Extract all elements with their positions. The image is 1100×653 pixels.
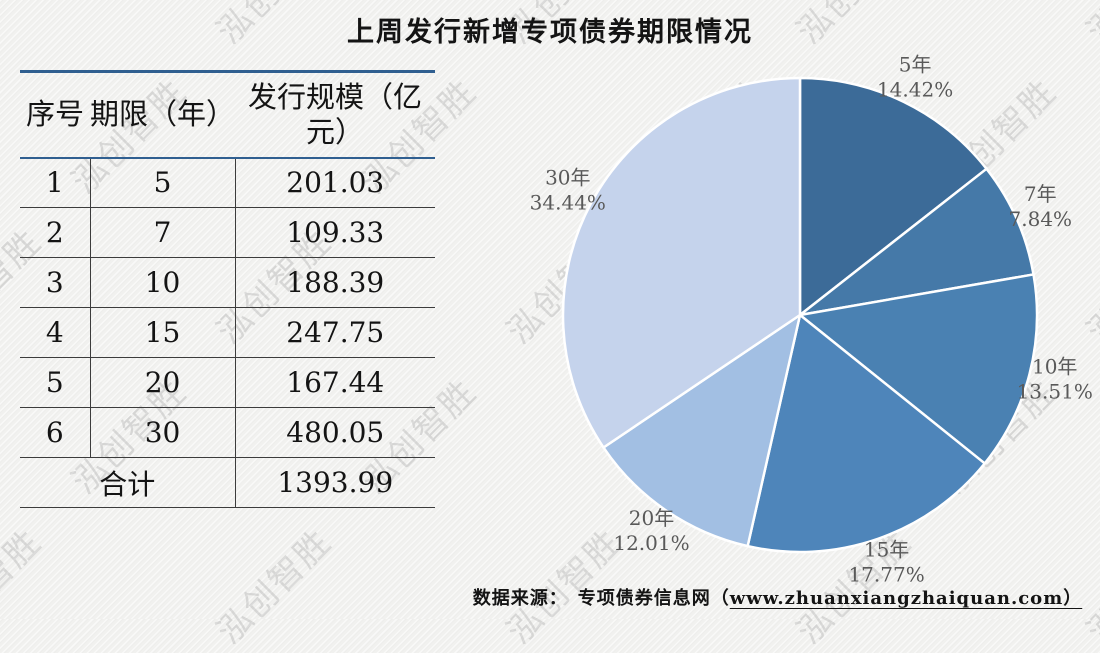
table-cell: 3	[20, 257, 91, 308]
table-row: 4 15 247.75	[20, 307, 436, 358]
pie-label-15年: 15年 17.77%	[848, 537, 924, 586]
watermark: 泓创智胜	[0, 521, 50, 653]
data-source-url[interactable]: www.zhuanxiangzhaiquan.com）	[729, 588, 1083, 609]
watermark: 泓创智胜	[209, 521, 340, 653]
table-cell: 2	[20, 207, 91, 258]
table-cell: 167.44	[234, 357, 436, 408]
pie-slice-10年	[798, 273, 1039, 465]
table-cell: 4	[20, 307, 91, 358]
table-row: 3 10 188.39	[20, 257, 436, 308]
table-cell: 30	[89, 407, 236, 458]
table-total-row: 合计 1393.99	[20, 457, 436, 508]
pie-slice-7年	[798, 167, 1035, 317]
pie-label-7年: 7年 7.84%	[1009, 182, 1073, 231]
table-cell: 247.75	[234, 307, 436, 358]
terms-table: 序号 期限（年） 发行规模（亿元） 1 5 201.03 2 7 109.33 3 10 188.3…	[20, 70, 436, 508]
table-cell: 480.05	[234, 407, 436, 458]
table-body: 1 5 201.03 2 7 109.33 3 10 188.39 4 15 247.75 5 20 167…	[20, 157, 436, 508]
table-cell: 201.03	[234, 157, 436, 208]
page-title: 上周发行新增专项债券期限情况	[347, 17, 753, 48]
table-cell: 15	[89, 307, 236, 358]
pie-chart: 5年 14.42% 7年 7.84% 10年 13.51% 15年 17.77% 20年 12.0…	[530, 53, 1093, 587]
table-cell: 6	[20, 407, 91, 458]
total-label: 合计	[20, 457, 236, 508]
table-cell: 5	[89, 157, 236, 208]
table-cell: 5	[20, 357, 91, 408]
table-cell: 7	[89, 207, 236, 258]
table-head-row: 序号 期限（年） 发行规模（亿元）	[20, 71, 436, 159]
table-cell: 20	[89, 357, 236, 408]
pie-slice-20年	[602, 313, 802, 548]
terms-table-wrap: 序号 期限（年） 发行规模（亿元） 1 5 201.03 2 7 109.33 3 10 188.3…	[20, 70, 436, 508]
table-row: 1 5 201.03	[20, 157, 436, 208]
pie-slice-5年	[798, 76, 988, 317]
total-value: 1393.99	[234, 457, 436, 508]
pie-slice-15年	[746, 313, 986, 554]
pie-label-5年: 5年 14.42%	[877, 53, 953, 102]
data-source-prefix: 数据来源： 专项债券信息网（	[472, 588, 730, 609]
table-cell: 1	[20, 157, 91, 208]
pie-slice-30年	[561, 76, 802, 449]
table-cell: 188.39	[234, 257, 436, 308]
table-row: 6 30 480.05	[20, 407, 436, 458]
table-row: 2 7 109.33	[20, 207, 436, 258]
table-cell: 109.33	[234, 207, 436, 258]
column-header: 序号	[20, 71, 90, 159]
data-source-line: 数据来源： 专项债券信息网（www.zhuanxiangzhaiquan.com…	[455, 584, 1100, 610]
table-cell: 10	[89, 257, 236, 308]
column-header: 发行规模（亿元）	[235, 71, 436, 159]
column-header: 期限（年）	[90, 71, 236, 159]
pie-label-10年: 10年 13.51%	[1017, 355, 1093, 404]
table-row: 5 20 167.44	[20, 357, 436, 408]
pie-label-30年: 30年 34.44%	[530, 166, 606, 215]
pie-label-20年: 20年 12.01%	[613, 506, 689, 555]
